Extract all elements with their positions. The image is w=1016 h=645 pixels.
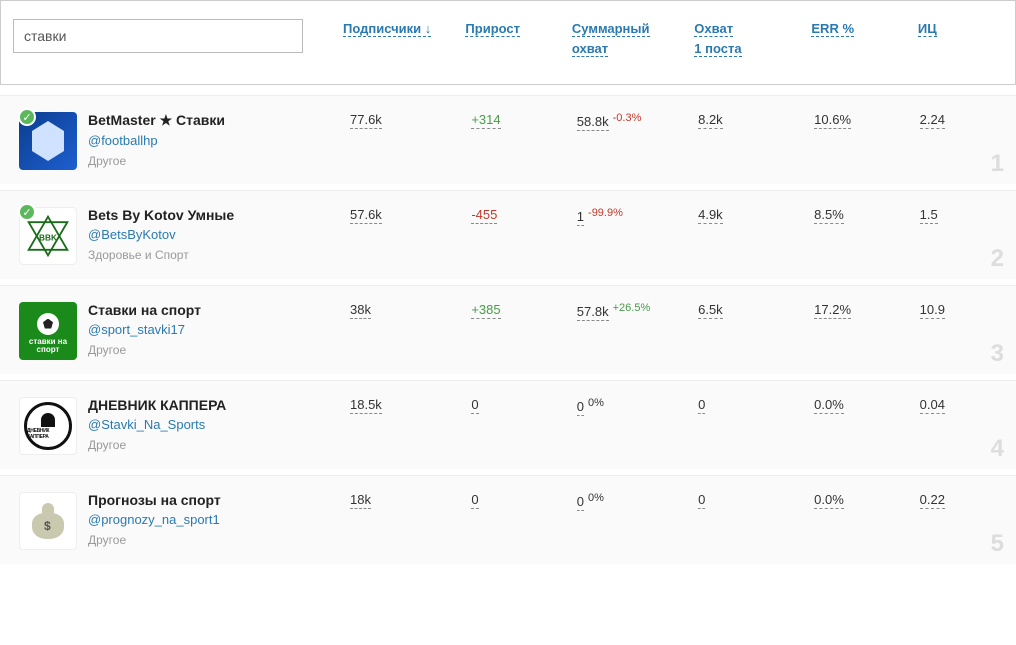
channel-title[interactable]: Ставки на спорт bbox=[88, 302, 310, 318]
subscribers-value: 18.5k bbox=[350, 397, 382, 414]
avatar-wrap: ✓ bbox=[12, 112, 84, 170]
channel-category: Здоровье и Спорт bbox=[88, 248, 310, 262]
avatar-wrap: ставки наспорт bbox=[12, 302, 84, 360]
total-reach-value: 0 bbox=[577, 494, 584, 511]
growth-value: +314 bbox=[471, 112, 500, 129]
total-reach-value: 57.8k bbox=[577, 304, 609, 321]
err-value: 10.6% bbox=[814, 112, 851, 129]
ic-value: 2.24 bbox=[920, 112, 945, 129]
growth-value: 0 bbox=[471, 492, 478, 509]
ic-value: 0.22 bbox=[920, 492, 945, 509]
reach1-value: 8.2k bbox=[698, 112, 723, 129]
sort-arrow-icon: ↓ bbox=[425, 21, 432, 36]
channel-row[interactable]: ставки наспорт Ставки на спорт @sport_st… bbox=[0, 285, 1016, 374]
err-value: 17.2% bbox=[814, 302, 851, 319]
metrics: 18.5k 0 0 0% 0 0.0% 0.04 bbox=[350, 397, 1004, 416]
metrics: 38k +385 57.8k +26.5% 6.5k 17.2% 10.9 bbox=[350, 302, 1004, 321]
total-reach-delta: 0% bbox=[588, 492, 604, 504]
subscribers-value: 18k bbox=[350, 492, 371, 509]
channel-category: Другое bbox=[88, 343, 310, 357]
total-reach-delta: 0% bbox=[588, 397, 604, 409]
verified-badge-icon: ✓ bbox=[18, 203, 36, 221]
col-subscribers[interactable]: Подписчики ↓ bbox=[343, 21, 431, 37]
avatar[interactable]: $ bbox=[19, 492, 77, 550]
subscribers-value: 38k bbox=[350, 302, 371, 319]
channel-row[interactable]: ✓ BBK Bets By Kotov Умные @BetsByKotov З… bbox=[0, 190, 1016, 279]
growth-value: -455 bbox=[471, 207, 497, 224]
total-reach-value: 0 bbox=[577, 399, 584, 416]
reach1-value: 0 bbox=[698, 492, 705, 509]
reach1-value: 0 bbox=[698, 397, 705, 414]
header-bar: Подписчики ↓ Прирост Суммарный охват Охв… bbox=[0, 0, 1016, 85]
channel-row[interactable]: $ Прогнозы на спорт @prognozy_na_sport1 … bbox=[0, 475, 1016, 564]
col-total-reach-l2: охват bbox=[572, 41, 608, 56]
channel-handle[interactable]: @BetsByKotov bbox=[88, 227, 176, 242]
channel-category: Другое bbox=[88, 154, 310, 168]
channel-info: Bets By Kotov Умные @BetsByKotov Здоровь… bbox=[84, 207, 310, 262]
avatar[interactable]: ДНЕВНИК КАППЕРА bbox=[19, 397, 77, 455]
metrics: 18k 0 0 0% 0 0.0% 0.22 bbox=[350, 492, 1004, 511]
verified-badge-icon: ✓ bbox=[18, 108, 36, 126]
channel-title[interactable]: BetMaster ★ Ставки bbox=[88, 112, 310, 129]
reach1-value: 6.5k bbox=[698, 302, 723, 319]
err-value: 8.5% bbox=[814, 207, 844, 224]
svg-text:BBK: BBK bbox=[39, 234, 57, 243]
rank-number: 3 bbox=[991, 340, 1004, 368]
channel-title[interactable]: Bets By Kotov Умные bbox=[88, 207, 310, 223]
ic-value: 1.5 bbox=[920, 207, 938, 224]
channel-handle[interactable]: @prognozy_na_sport1 bbox=[88, 512, 220, 527]
rank-number: 4 bbox=[991, 435, 1004, 463]
channel-info: BetMaster ★ Ставки @footballhp Другое bbox=[84, 112, 310, 168]
metrics: 57.6k -455 1 -99.9% 4.9k 8.5% 1.5 bbox=[350, 207, 1004, 226]
channel-handle[interactable]: @Stavki_Na_Sports bbox=[88, 417, 205, 432]
rank-number: 5 bbox=[991, 530, 1004, 558]
subscribers-value: 77.6k bbox=[350, 112, 382, 129]
avatar-wrap: $ bbox=[12, 492, 84, 550]
avatar[interactable]: ставки наспорт bbox=[19, 302, 77, 360]
channel-info: Ставки на спорт @sport_stavki17 Другое bbox=[84, 302, 310, 357]
col-err[interactable]: ERR % bbox=[811, 21, 854, 37]
col-growth[interactable]: Прирост bbox=[465, 21, 520, 37]
channel-handle[interactable]: @footballhp bbox=[88, 133, 158, 148]
total-reach-delta: -99.9% bbox=[588, 207, 623, 219]
channel-row[interactable]: ✓ BetMaster ★ Ставки @footballhp Другое … bbox=[0, 95, 1016, 184]
channel-row[interactable]: ДНЕВНИК КАППЕРА ДНЕВНИК КАППЕРА @Stavki_… bbox=[0, 380, 1016, 469]
err-value: 0.0% bbox=[814, 492, 844, 509]
channel-handle[interactable]: @sport_stavki17 bbox=[88, 322, 185, 337]
channel-info: ДНЕВНИК КАППЕРА @Stavki_Na_Sports Другое bbox=[84, 397, 310, 452]
channel-info: Прогнозы на спорт @prognozy_na_sport1 Др… bbox=[84, 492, 310, 547]
metrics: 77.6k +314 58.8k -0.3% 8.2k 10.6% 2.24 bbox=[350, 112, 1004, 131]
col-total-reach-l1: Суммарный bbox=[572, 21, 650, 36]
growth-value: 0 bbox=[471, 397, 478, 414]
channel-category: Другое bbox=[88, 438, 310, 452]
column-headers: Подписчики ↓ Прирост Суммарный охват Охв… bbox=[343, 19, 1003, 58]
col-reach1[interactable]: Охват 1 поста bbox=[694, 21, 741, 57]
total-reach-delta: -0.3% bbox=[613, 112, 642, 124]
channel-title[interactable]: ДНЕВНИК КАППЕРА bbox=[88, 397, 310, 413]
col-reach1-l2: 1 поста bbox=[694, 41, 741, 56]
channel-title[interactable]: Прогнозы на спорт bbox=[88, 492, 310, 508]
total-reach-value: 58.8k bbox=[577, 114, 609, 131]
avatar-wrap: ✓ BBK bbox=[12, 207, 84, 265]
col-total-reach[interactable]: Суммарный охват bbox=[572, 21, 650, 57]
rank-number: 2 bbox=[991, 245, 1004, 273]
avatar-wrap: ДНЕВНИК КАППЕРА bbox=[12, 397, 84, 455]
reach1-value: 4.9k bbox=[698, 207, 723, 224]
growth-value: +385 bbox=[471, 302, 500, 319]
col-subscribers-label: Подписчики bbox=[343, 21, 421, 36]
err-value: 0.0% bbox=[814, 397, 844, 414]
total-reach-delta: +26.5% bbox=[613, 302, 651, 314]
col-ic[interactable]: ИЦ bbox=[918, 21, 937, 37]
channel-category: Другое bbox=[88, 533, 310, 547]
col-reach1-l1: Охват bbox=[694, 21, 733, 36]
total-reach-value: 1 bbox=[577, 209, 584, 226]
search-input[interactable] bbox=[13, 19, 303, 53]
subscribers-value: 57.6k bbox=[350, 207, 382, 224]
ic-value: 10.9 bbox=[920, 302, 945, 319]
ic-value: 0.04 bbox=[920, 397, 945, 414]
rank-number: 1 bbox=[991, 150, 1004, 178]
